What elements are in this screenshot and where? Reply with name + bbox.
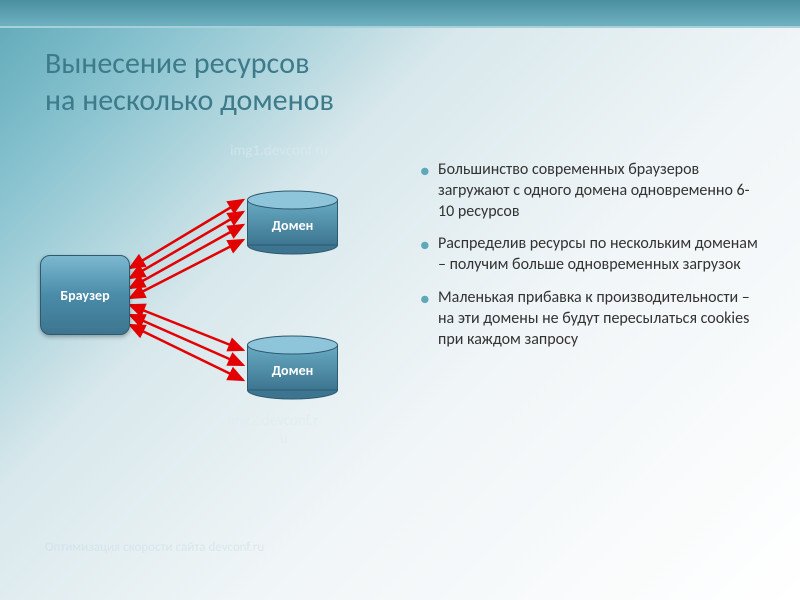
domain-node-1: Домен [245, 190, 340, 255]
bullet-list: Большинство современных браузеров загруж… [420, 160, 760, 350]
domain-label-1: Домен [272, 217, 314, 234]
slide: Вынесение ресурсов на несколько доменов … [0, 0, 800, 600]
footer-text: Оптимизация скорости сайта devconf.ru [45, 540, 264, 555]
diagram-area: img1.devconf.ru Браузер [0, 150, 400, 600]
browser-label: Браузер [60, 287, 109, 304]
title-line-2: на несколько доменов [45, 82, 334, 119]
bullet-item: Маленькая прибавка к производительности … [420, 288, 760, 350]
domain-label-2: Домен [272, 362, 314, 379]
domain-node-2: Домен [245, 335, 340, 400]
bullet-item: Большинство современных браузеров загруж… [420, 160, 760, 222]
slide-title: Вынесение ресурсов на несколько доменов [45, 45, 334, 119]
bullet-item: Распределив ресурсы по нескольким домена… [420, 234, 760, 276]
title-line-1: Вынесение ресурсов [45, 45, 334, 82]
browser-node: Браузер [40, 255, 130, 335]
faint-label-3: u [280, 430, 288, 448]
content-area: img1.devconf.ru Браузер [0, 150, 800, 600]
bullets-area: Большинство современных браузеров загруж… [400, 150, 800, 600]
top-decorative-band [0, 0, 800, 28]
faint-label-2: img2.devconf.r [228, 412, 318, 430]
